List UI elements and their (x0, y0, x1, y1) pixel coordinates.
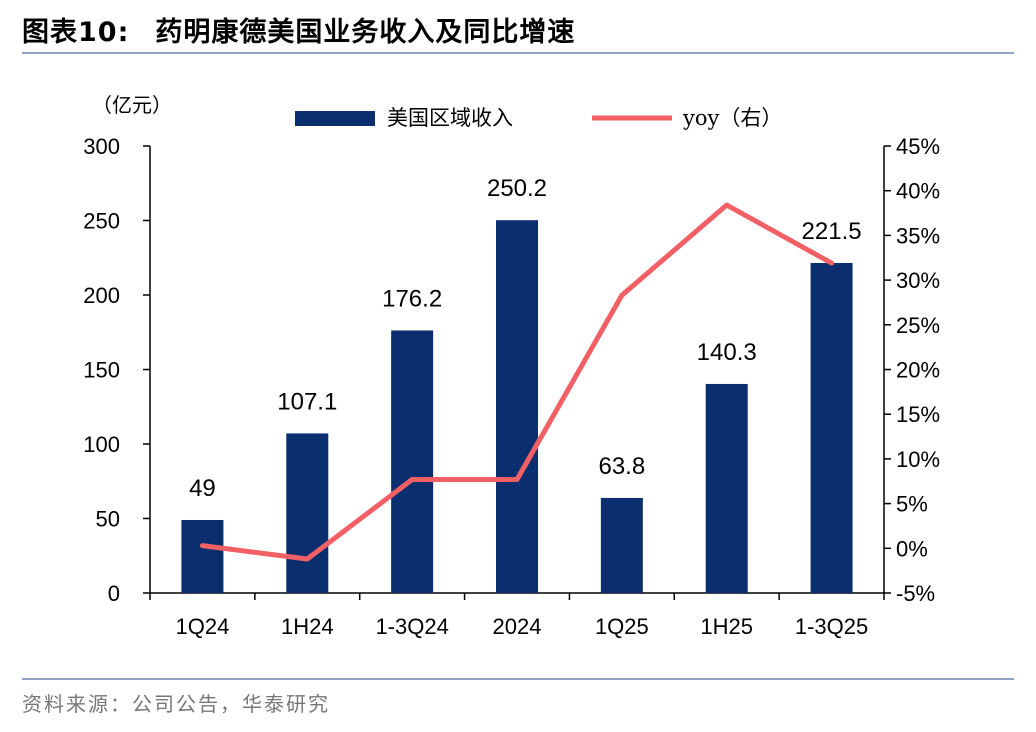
bar (286, 433, 329, 593)
legend: 美国区域收入 yoy（右） (295, 106, 782, 130)
legend-line-label: yoy（右） (682, 106, 782, 130)
right-axis-tick-label: -5% (896, 581, 935, 606)
x-axis-tick-label: 2024 (493, 614, 542, 639)
yoy-line (199, 202, 835, 562)
bar (600, 497, 643, 593)
bar-value-label: 221.5 (802, 218, 862, 245)
bar (810, 262, 853, 593)
bar-value-label: 49 (189, 475, 216, 502)
top-divider (22, 52, 1014, 54)
source-note: 资料来源：公司公告，华泰研究 (22, 692, 330, 716)
legend-bar-swatch (295, 111, 375, 126)
right-axis-tick-label: 30% (896, 268, 940, 293)
bar (391, 330, 434, 593)
bar-value-label: 176.2 (382, 285, 442, 312)
x-axis-tick-label: 1Q24 (176, 614, 230, 639)
bars (181, 220, 853, 593)
x-axis-tick-label: 1-3Q24 (375, 614, 448, 639)
figure-title-text: 药明康德美国业务收入及同比增速 (155, 17, 576, 48)
legend-bar-label: 美国区域收入 (387, 106, 513, 130)
right-axis-tick-label: 10% (896, 447, 940, 472)
right-axis-tick-label: 25% (896, 313, 940, 338)
right-axis-tick-label: 40% (896, 179, 940, 204)
bar-value-label: 107.1 (277, 388, 337, 415)
left-axis-tick-label: 250 (83, 209, 120, 234)
bar (496, 220, 538, 593)
bar (705, 383, 748, 593)
right-axis-tick-label: 35% (896, 223, 940, 248)
bar (181, 519, 224, 593)
right-axis-tick-label: 5% (896, 492, 928, 517)
x-axis-tick-label: 1-3Q25 (795, 614, 868, 639)
x-axis-tick-label: 1Q25 (595, 614, 649, 639)
y-axis-unit-label: （亿元） (92, 93, 172, 117)
right-axis-tick-label: 15% (896, 402, 940, 427)
left-axis-tick-label: 100 (83, 432, 120, 457)
right-axis-tick-label: 20% (896, 358, 940, 383)
bar-labels: 49 107.1 176.2 250.2 63.8 140.3 221.5 (189, 175, 862, 502)
axes: 0 50 100 150 200 250 300 -5% 0% 5% 10% 15% 20% 25% 30%… (83, 134, 940, 639)
right-axis-tick-label: 45% (896, 134, 940, 159)
bar-value-label: 63.8 (598, 453, 645, 480)
left-axis-tick-label: 200 (83, 283, 120, 308)
left-axis-tick-label: 0 (108, 581, 120, 606)
left-axis-tick-label: 150 (83, 358, 120, 383)
x-axis-tick-label: 1H25 (700, 614, 753, 639)
left-axis-tick-label: 50 (96, 507, 120, 532)
figure-label: 图表10: (22, 17, 130, 48)
bar-value-label: 140.3 (697, 339, 757, 366)
x-axis-tick-label: 1H24 (281, 614, 334, 639)
bottom-divider (22, 678, 1014, 680)
figure-title: 图表10: 药明康德美国业务收入及同比增速 (22, 10, 575, 49)
right-axis-tick-label: 0% (896, 536, 928, 561)
left-axis-tick-label: 300 (83, 134, 120, 159)
bar-value-label: 250.2 (487, 175, 547, 202)
